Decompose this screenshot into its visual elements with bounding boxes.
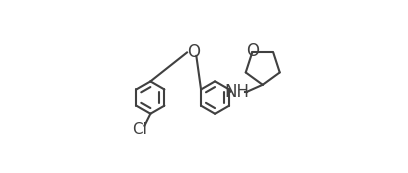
Text: O: O — [246, 42, 259, 60]
Text: O: O — [187, 43, 200, 61]
Text: NH: NH — [225, 83, 250, 101]
Text: Cl: Cl — [132, 122, 147, 137]
